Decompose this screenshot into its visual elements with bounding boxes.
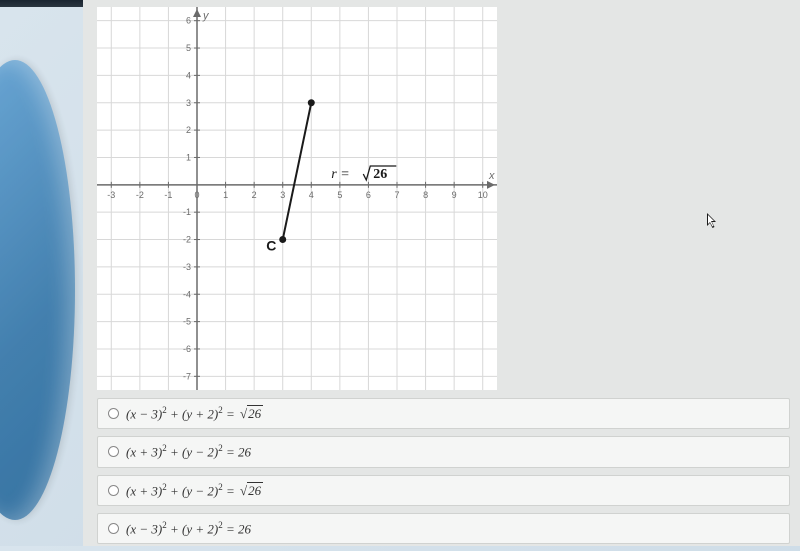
svg-text:r =: r =	[331, 167, 349, 182]
svg-text:2: 2	[252, 190, 257, 200]
svg-text:-6: -6	[183, 344, 191, 354]
option-d-label: (x − 3)2 + (y + 2)2 = 26	[126, 520, 251, 537]
svg-text:1: 1	[186, 152, 191, 162]
option-d[interactable]: (x − 3)2 + (y + 2)2 = 26	[97, 513, 790, 544]
svg-text:-7: -7	[183, 371, 191, 381]
svg-text:-1: -1	[183, 207, 191, 217]
mouse-cursor-icon	[707, 213, 719, 231]
coordinate-graph: -3-2-1012345678910-7-6-5-4-3-2-1123456xy…	[97, 7, 497, 390]
svg-text:6: 6	[186, 16, 191, 26]
radio-icon[interactable]	[108, 408, 119, 419]
question-panel: -3-2-1012345678910-7-6-5-4-3-2-1123456xy…	[83, 0, 800, 546]
svg-text:-3: -3	[107, 190, 115, 200]
svg-text:3: 3	[280, 190, 285, 200]
svg-text:4: 4	[309, 190, 314, 200]
svg-text:2: 2	[186, 125, 191, 135]
svg-text:26: 26	[373, 167, 387, 182]
svg-text:9: 9	[452, 190, 457, 200]
svg-text:7: 7	[394, 190, 399, 200]
svg-text:10: 10	[478, 190, 488, 200]
svg-text:1: 1	[223, 190, 228, 200]
radio-icon[interactable]	[108, 446, 119, 457]
svg-text:0: 0	[194, 190, 199, 200]
option-b-label: (x + 3)2 + (y − 2)2 = 26	[126, 443, 251, 460]
svg-text:-2: -2	[136, 190, 144, 200]
svg-text:4: 4	[186, 70, 191, 80]
svg-text:-2: -2	[183, 235, 191, 245]
option-a[interactable]: (x − 3)2 + (y + 2)2 = 26	[97, 398, 790, 429]
svg-text:3: 3	[186, 98, 191, 108]
svg-text:-5: -5	[183, 317, 191, 327]
answer-options: (x − 3)2 + (y + 2)2 = 26 (x + 3)2 + (y −…	[97, 398, 790, 551]
svg-text:5: 5	[337, 190, 342, 200]
option-c-label: (x + 3)2 + (y − 2)2 = 26	[126, 482, 263, 499]
desktop-background-curve	[0, 60, 75, 520]
option-c[interactable]: (x + 3)2 + (y − 2)2 = 26	[97, 475, 790, 506]
graph-svg: -3-2-1012345678910-7-6-5-4-3-2-1123456xy…	[97, 7, 497, 390]
svg-text:C: C	[266, 237, 276, 253]
svg-text:-3: -3	[183, 262, 191, 272]
radio-icon[interactable]	[108, 523, 119, 534]
radio-icon[interactable]	[108, 485, 119, 496]
option-a-label: (x − 3)2 + (y + 2)2 = 26	[126, 405, 263, 422]
svg-text:-4: -4	[183, 289, 191, 299]
svg-text:-1: -1	[164, 190, 172, 200]
svg-text:6: 6	[366, 190, 371, 200]
svg-text:x: x	[488, 170, 495, 182]
svg-text:5: 5	[186, 43, 191, 53]
option-b[interactable]: (x + 3)2 + (y − 2)2 = 26	[97, 436, 790, 467]
svg-text:8: 8	[423, 190, 428, 200]
